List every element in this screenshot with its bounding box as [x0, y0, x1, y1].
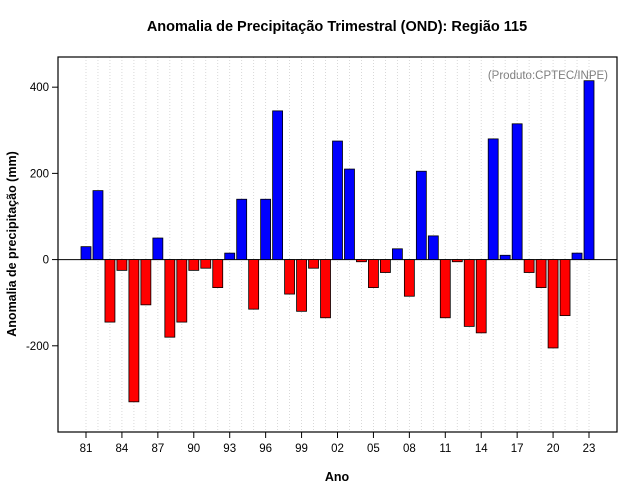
bar-90 — [188, 259, 200, 271]
bar-83 — [104, 259, 116, 323]
bar-86 — [140, 259, 152, 306]
bar-11 — [439, 259, 451, 319]
bar-05 — [368, 259, 379, 289]
bar-89 — [176, 259, 188, 323]
bar-01 — [320, 259, 331, 319]
bar-18 — [523, 259, 535, 273]
bar-96 — [260, 198, 272, 260]
bar-98 — [284, 259, 295, 295]
bar-21 — [559, 259, 571, 317]
bar-99 — [296, 259, 307, 312]
bar-23 — [583, 80, 595, 260]
bar-93 — [224, 252, 236, 260]
bar-81 — [80, 246, 92, 260]
y-axis-title: Anomalia de precipitação (mm) — [5, 151, 19, 336]
bar-22 — [571, 252, 583, 260]
x-tick-label: 96 — [259, 443, 272, 455]
bar-91 — [200, 259, 212, 269]
bar-17 — [511, 123, 523, 260]
x-tick-label: 84 — [116, 443, 129, 455]
bar-15 — [487, 138, 499, 260]
bar-09 — [415, 170, 427, 260]
x-tick-label: 87 — [151, 443, 164, 455]
bar-85 — [128, 259, 140, 403]
x-tick-label: 99 — [295, 443, 308, 455]
y-tick-label: 200 — [30, 168, 49, 180]
bar-95 — [248, 259, 260, 310]
bar-12 — [451, 259, 463, 263]
bar-19 — [535, 259, 547, 289]
bar-16 — [499, 254, 511, 260]
x-tick-label: 14 — [475, 443, 488, 455]
bar-04 — [356, 259, 367, 263]
y-tick-label: 0 — [43, 255, 49, 267]
x-tick-label: 05 — [367, 443, 380, 455]
bar-97 — [272, 110, 284, 260]
bar-07 — [391, 248, 403, 260]
chart-title: Anomalia de Precipitação Trimestral (OND… — [147, 19, 527, 35]
bar-88 — [164, 259, 176, 338]
x-tick-label: 93 — [223, 443, 236, 455]
bar-00 — [308, 259, 319, 269]
y-tick-label: 400 — [30, 82, 49, 94]
produto-annotation: (Produto:CPTEC/INPE) — [488, 70, 608, 82]
y-tick-label: -200 — [26, 341, 49, 353]
bar-84 — [116, 259, 128, 271]
x-tick-label: 81 — [80, 443, 93, 455]
x-tick-label: 23 — [583, 443, 596, 455]
bar-82 — [92, 190, 104, 260]
plot-area: -200 0 200 400 81 84 87 90 93 96 99 02 05 08 11 14 17 20 2… — [26, 56, 618, 455]
bar-87 — [152, 237, 164, 260]
x-tick-label: 02 — [331, 443, 344, 455]
x-tick-label: 20 — [547, 443, 560, 455]
bar-02 — [332, 140, 343, 260]
bar-14 — [475, 259, 487, 334]
bar-94 — [236, 198, 248, 260]
bar-08 — [403, 259, 415, 297]
x-tick-label: 11 — [439, 443, 451, 455]
x-tick-label: 08 — [403, 443, 416, 455]
x-axis-title: Ano — [325, 470, 350, 484]
bar-13 — [463, 259, 475, 327]
x-tick-label: 90 — [187, 443, 200, 455]
bar-10 — [427, 235, 439, 260]
x-tick-label: 17 — [511, 443, 524, 455]
bar-03 — [344, 168, 355, 260]
bar-20 — [547, 259, 559, 349]
bar-92 — [212, 259, 224, 289]
bar-06 — [380, 259, 391, 273]
